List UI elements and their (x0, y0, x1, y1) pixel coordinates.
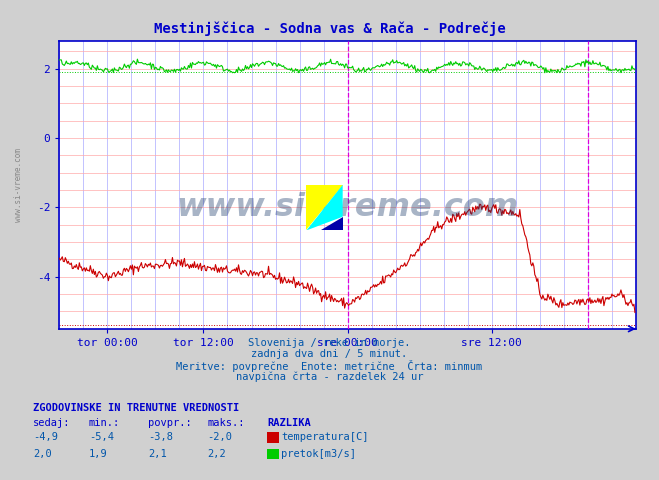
Text: www.si-vreme.com: www.si-vreme.com (177, 192, 519, 223)
Text: www.si-vreme.com: www.si-vreme.com (14, 148, 24, 222)
Text: -3,8: -3,8 (148, 432, 173, 442)
Text: 2,1: 2,1 (148, 449, 167, 459)
Text: navpična črta - razdelek 24 ur: navpična črta - razdelek 24 ur (236, 372, 423, 382)
Text: min.:: min.: (89, 418, 120, 428)
Text: povpr.:: povpr.: (148, 418, 192, 428)
Text: -5,4: -5,4 (89, 432, 114, 442)
Text: maks.:: maks.: (208, 418, 245, 428)
Text: RAZLIKA: RAZLIKA (267, 418, 310, 428)
Polygon shape (321, 216, 343, 230)
Text: Slovenija / reke in morje.: Slovenija / reke in morje. (248, 338, 411, 348)
Text: pretok[m3/s]: pretok[m3/s] (281, 449, 357, 459)
Polygon shape (306, 185, 343, 230)
Text: 2,0: 2,0 (33, 449, 51, 459)
Polygon shape (306, 185, 343, 230)
Text: zadnja dva dni / 5 minut.: zadnja dva dni / 5 minut. (251, 349, 408, 360)
Text: -2,0: -2,0 (208, 432, 233, 442)
Text: 2,2: 2,2 (208, 449, 226, 459)
Text: 1,9: 1,9 (89, 449, 107, 459)
Text: -4,9: -4,9 (33, 432, 58, 442)
Text: Meritve: povprečne  Enote: metrične  Črta: minmum: Meritve: povprečne Enote: metrične Črta:… (177, 360, 482, 372)
Text: Mestinjščica - Sodna vas & Rača - Podrečje: Mestinjščica - Sodna vas & Rača - Podreč… (154, 22, 505, 36)
Text: ZGODOVINSKE IN TRENUTNE VREDNOSTI: ZGODOVINSKE IN TRENUTNE VREDNOSTI (33, 403, 239, 413)
Text: temperatura[C]: temperatura[C] (281, 432, 369, 442)
Text: sedaj:: sedaj: (33, 418, 71, 428)
